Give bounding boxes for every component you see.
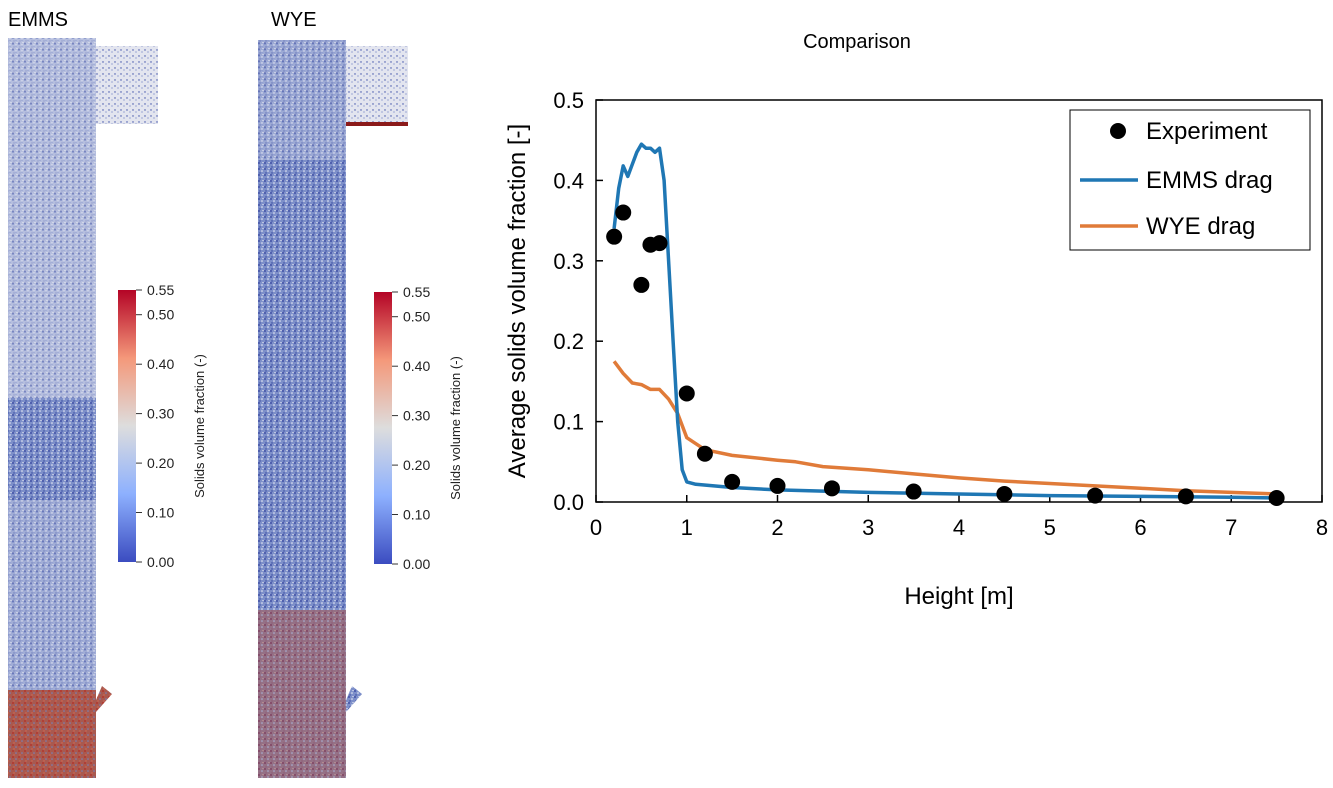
colorbar-tick: 0.00 [403, 556, 430, 572]
data-point-experiment [1177, 488, 1194, 505]
colorbar-tick: 0.00 [147, 554, 174, 570]
data-point-experiment [696, 445, 713, 462]
colorbar-tick: 0.20 [403, 457, 430, 473]
colorbar-tick: 0.55 [147, 282, 174, 298]
colorbar-label: Solids volume fraction (-) [192, 354, 207, 498]
colorbar-label: Solids volume fraction (-) [448, 356, 463, 500]
data-point-experiment [823, 480, 840, 497]
y-tick-label: 0.1 [553, 410, 584, 435]
colorbar-tick: 0.55 [403, 284, 430, 300]
colorbar-tick: 0.30 [403, 408, 430, 424]
y-tick-label: 0.0 [553, 490, 584, 515]
x-axis-label: Height [m] [904, 583, 1013, 610]
legend-label-emms: EMMS drag [1146, 167, 1273, 194]
x-tick-label: 6 [1134, 515, 1146, 540]
x-tick-label: 8 [1316, 515, 1328, 540]
chart-title: Comparison [803, 31, 911, 53]
series-line-wye-drag [612, 360, 1277, 496]
x-tick-label: 4 [953, 515, 965, 540]
colorbar-emms: 0.55 0.50 0.40 0.30 0.20 0.10 0.00 Solid… [118, 282, 207, 570]
colorbar-tick: 0.20 [147, 455, 174, 471]
x-axis: 0 1 2 3 4 5 6 7 8 [590, 495, 1328, 540]
colorbar-ticks: 0.55 0.50 0.40 0.30 0.20 0.10 0.00 [136, 282, 174, 570]
series-layer [606, 142, 1285, 506]
legend: Experiment EMMS drag WYE drag [1069, 109, 1311, 251]
data-point-experiment [1268, 489, 1285, 506]
riser-column-emms [8, 38, 158, 778]
data-point-experiment [996, 485, 1013, 502]
y-tick-label: 0.3 [553, 249, 584, 274]
data-point-experiment [633, 276, 650, 293]
x-tick-label: 7 [1225, 515, 1237, 540]
simulation-title-emms: EMMS [8, 9, 68, 31]
data-point-experiment [769, 477, 786, 494]
colorbar-ticks: 0.55 0.50 0.40 0.30 0.20 0.10 0.00 [392, 284, 430, 572]
simulation-title-wye: WYE [271, 9, 317, 31]
y-axis: 0.0 0.1 0.2 0.3 0.4 0.5 [553, 88, 603, 515]
colorbar-tick: 0.10 [403, 507, 430, 523]
data-point-experiment [651, 235, 668, 252]
data-point-experiment [678, 385, 695, 402]
series-line-emms-drag [612, 142, 1277, 500]
x-tick-label: 3 [862, 515, 874, 540]
x-tick-label: 5 [1044, 515, 1056, 540]
legend-label-wye: WYE drag [1146, 213, 1255, 240]
colorbar-tick: 0.10 [147, 505, 174, 521]
colorbar-tick: 0.40 [403, 358, 430, 374]
x-tick-label: 1 [681, 515, 693, 540]
colorbar-tick: 0.50 [403, 309, 430, 325]
colorbar-gradient [118, 290, 136, 562]
x-tick-label: 2 [771, 515, 783, 540]
simulation-panel-emms: EMMS [8, 9, 158, 778]
y-axis-label: Average solids volume fraction [-] [504, 124, 531, 478]
simulation-panel-wye: WYE [258, 9, 408, 778]
colorbar-tick: 0.50 [147, 307, 174, 323]
data-point-experiment [615, 204, 632, 221]
colorbar-gradient [374, 292, 392, 564]
colorbar-wye: 0.55 0.50 0.40 0.30 0.20 0.10 0.00 Solid… [374, 284, 463, 572]
data-point-experiment [1087, 487, 1104, 504]
y-tick-label: 0.5 [553, 88, 584, 113]
y-tick-label: 0.2 [553, 329, 584, 354]
data-point-experiment [606, 228, 623, 245]
x-tick-label: 0 [590, 515, 602, 540]
colorbar-tick: 0.30 [147, 406, 174, 422]
riser-column-wye [258, 40, 408, 778]
colorbar-tick: 0.40 [147, 356, 174, 372]
legend-marker-experiment [1110, 123, 1126, 139]
y-tick-label: 0.4 [553, 168, 584, 193]
legend-label-experiment: Experiment [1146, 118, 1268, 145]
data-point-experiment [905, 483, 922, 500]
data-point-experiment [724, 473, 741, 490]
